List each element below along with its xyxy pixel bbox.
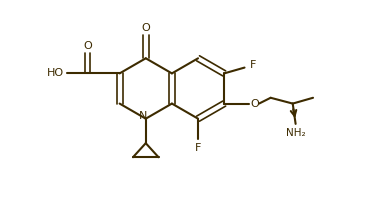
Text: N: N xyxy=(139,111,147,121)
Text: HO: HO xyxy=(47,68,64,78)
Text: F: F xyxy=(195,143,201,153)
Text: O: O xyxy=(141,23,150,33)
Text: F: F xyxy=(250,60,257,70)
Text: O: O xyxy=(83,41,92,51)
Text: NH₂: NH₂ xyxy=(286,128,305,138)
Text: O: O xyxy=(250,99,259,109)
